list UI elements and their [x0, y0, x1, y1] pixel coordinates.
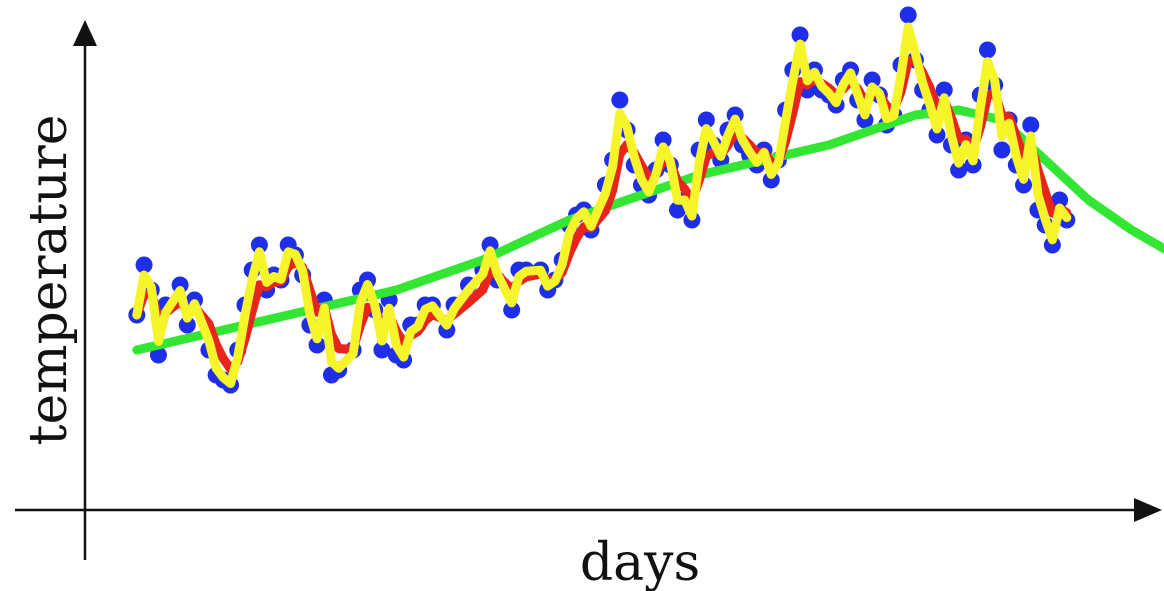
data-point — [373, 341, 391, 359]
x-axis-label: days — [580, 533, 700, 591]
data-point — [950, 161, 968, 179]
data-point — [503, 301, 521, 319]
data-point — [1022, 116, 1040, 134]
data-point — [135, 256, 153, 274]
data-point — [993, 141, 1011, 159]
data-point — [149, 346, 167, 364]
data-point — [1051, 191, 1069, 209]
axes — [15, 20, 1162, 560]
data-point — [308, 336, 326, 354]
data-point — [178, 316, 196, 334]
data-point — [611, 91, 629, 109]
data-point — [978, 41, 996, 59]
data-point — [654, 131, 672, 149]
series-layer — [128, 6, 1164, 394]
y-axis-label: temperature — [19, 115, 79, 446]
data-point — [935, 81, 953, 99]
data-point — [928, 126, 946, 144]
data-point — [899, 6, 917, 24]
yellow-average-line — [132, 22, 1072, 388]
data-point — [697, 111, 715, 129]
y-axis-arrow — [73, 20, 97, 46]
data-point — [250, 236, 268, 254]
data-point — [791, 26, 809, 44]
x-axis-arrow — [1134, 498, 1162, 522]
data-point — [863, 71, 881, 89]
